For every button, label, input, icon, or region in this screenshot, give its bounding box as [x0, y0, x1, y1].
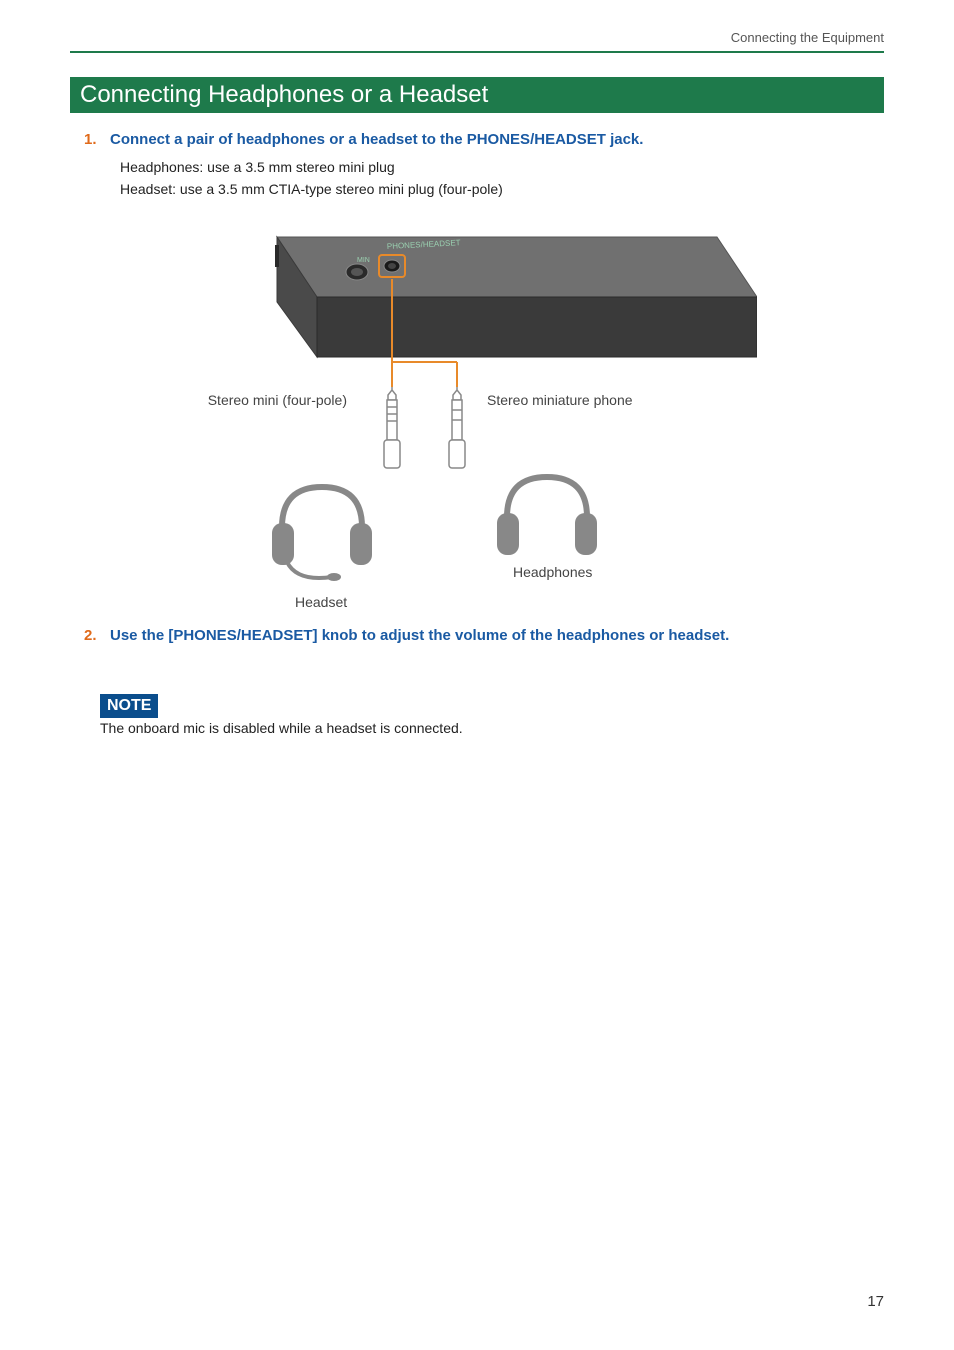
step-1-detail-0: Headphones: use a 3.5 mm stereo mini plu…: [120, 158, 884, 178]
step-2-number: 2.: [70, 627, 110, 644]
right-plug-label: Stereo miniature phone: [487, 392, 633, 408]
headset-icon: [272, 487, 372, 581]
note-text: The onboard mic is disabled while a head…: [100, 720, 884, 736]
step-1-detail-1: Headset: use a 3.5 mm CTIA-type stereo m…: [120, 180, 884, 200]
right-plug: [449, 387, 465, 468]
step-2-text: Use the [PHONES/HEADSET] knob to adjust …: [110, 627, 729, 644]
step-1: 1. Connect a pair of headphones or a hea…: [70, 131, 884, 148]
connection-diagram: PHONES/HEADSET MIN Stereo mi: [70, 207, 884, 607]
note-badge: NOTE: [100, 694, 158, 718]
headphones-icon: [497, 477, 597, 555]
step-2: 2. Use the [PHONES/HEADSET] knob to adju…: [70, 627, 884, 644]
left-plug-label: Stereo mini (four-pole): [208, 392, 347, 408]
step-1-number: 1.: [70, 131, 110, 148]
section-title: Connecting Headphones or a Headset: [70, 77, 884, 113]
knob-label: MIN: [357, 257, 370, 264]
step-1-text: Connect a pair of headphones or a headse…: [110, 131, 643, 148]
header-section-name: Connecting the Equipment: [70, 30, 884, 53]
headphones-label: Headphones: [513, 564, 592, 580]
left-plug: [384, 387, 400, 468]
page-number: 17: [867, 1293, 884, 1310]
headset-label: Headset: [295, 594, 347, 607]
